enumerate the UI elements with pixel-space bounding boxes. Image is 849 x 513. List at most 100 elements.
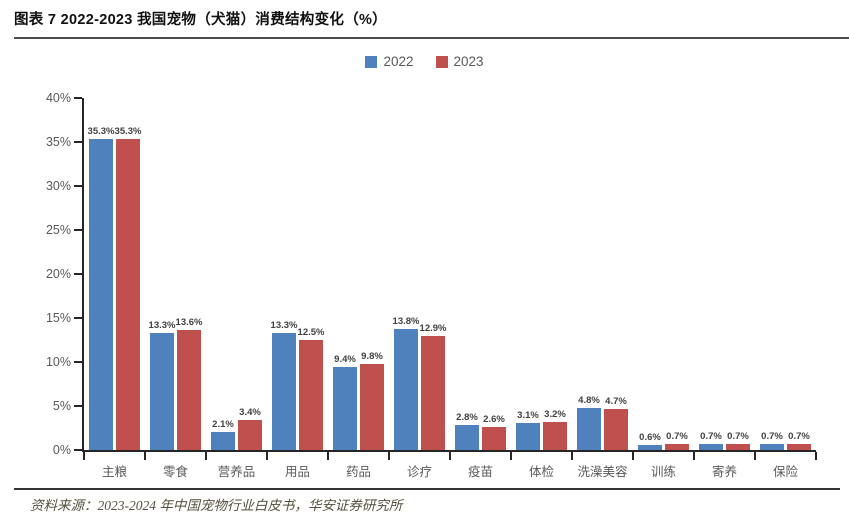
bar-group-诊疗: 13.8% 12.9%: [389, 98, 450, 450]
chart-title: 图表 7 2022-2023 我国宠物（犬猫）消费结构变化（%）: [14, 12, 387, 28]
bar-value-label: 0.7%: [761, 430, 783, 442]
x-axis-label-主粮: 主粮: [101, 465, 127, 479]
x-axis-label-疫苗: 疫苗: [467, 465, 493, 479]
y-axis-tick: [74, 141, 82, 143]
x-axis-tick: [571, 452, 573, 460]
bar-2023-诊疗: 12.9%: [420, 323, 446, 450]
bar-value-label: 0.6%: [639, 431, 661, 443]
y-axis-label: 30%: [45, 179, 71, 193]
bar-value-label: 3.1%: [517, 409, 539, 421]
y-axis-label: 25%: [45, 223, 71, 237]
bar-2023-零食: 13.6%: [176, 317, 202, 450]
bar-group-疫苗: 2.8% 2.6%: [450, 98, 511, 450]
x-axis-tick: [693, 452, 695, 460]
y-axis-label: 5%: [52, 399, 71, 413]
bar-value-label: 9.4%: [334, 354, 356, 366]
bar-value-label: 0.7%: [666, 430, 688, 442]
bar-2023-主粮: 35.3%: [115, 126, 141, 450]
legend-label: 2023: [453, 54, 484, 69]
y-axis-tick: [74, 449, 82, 451]
x-axis-tick: [205, 452, 207, 460]
x-axis-tick: [754, 452, 756, 460]
bar-value-label: 2.6%: [483, 414, 505, 426]
bar-value-label: 0.7%: [700, 430, 722, 442]
y-axis-label: 0%: [52, 443, 71, 457]
x-axis-tick: [388, 452, 390, 460]
bar-group-体检: 3.1% 3.2%: [511, 98, 572, 450]
bar-value-label: 3.2%: [544, 408, 566, 420]
x-axis-label-保险: 保险: [772, 465, 798, 479]
bar-group-保险: 0.7% 0.7%: [755, 98, 816, 450]
bar-value-label: 3.4%: [239, 407, 261, 419]
bar-2023-洗澡美容: 4.7%: [604, 396, 628, 450]
bar-value-label: 12.9%: [419, 323, 447, 335]
y-axis-label: 40%: [45, 91, 71, 105]
x-axis-label-诊疗: 诊疗: [406, 465, 432, 479]
y-axis-label: 20%: [45, 267, 71, 281]
bar-2022-洗澡美容: 4.8%: [577, 395, 601, 450]
bar-2022-体检: 3.1%: [516, 410, 540, 450]
bar-2023-疫苗: 2.6%: [482, 414, 506, 450]
bar-value-label: 9.8%: [361, 350, 383, 362]
bar-value-label: 12.5%: [297, 327, 325, 338]
y-axis-tick: [74, 273, 82, 275]
x-axis-tick: [144, 452, 146, 460]
bar-value-label: 13.6%: [175, 317, 203, 329]
bar-2022-零食: 13.3%: [149, 320, 175, 450]
bar-value-label: 4.7%: [605, 395, 627, 407]
bar-group-零食: 13.3% 13.6%: [145, 98, 206, 450]
x-axis-label-药品: 药品: [345, 465, 371, 479]
x-axis-tick: [815, 452, 817, 460]
x-axis-label-用品: 用品: [284, 465, 310, 479]
x-axis-label-洗澡美容: 洗澡美容: [577, 465, 628, 479]
x-axis-tick: [83, 452, 85, 460]
bar-2023-营养品: 3.4%: [238, 407, 262, 450]
plot-area: 0% 5% 10% 15% 20% 25% 30% 35% 40% 35.3% 35.3% 主粮 13.…: [46, 91, 817, 479]
bar-value-label: 13.3%: [270, 319, 298, 331]
x-axis-tick: [632, 452, 634, 460]
bar-2022-主粮: 35.3%: [88, 126, 114, 450]
bar-2022-寄养: 0.7%: [699, 431, 723, 450]
x-axis-tick: [266, 452, 268, 460]
bar-2022-训练: 0.6%: [638, 432, 662, 450]
title-divider: [14, 37, 849, 39]
y-axis-label: 10%: [45, 355, 71, 369]
source-note: 资料来源：2023-2024 年中国宠物行业白皮书，华安证券研究所: [30, 498, 403, 513]
x-axis-tick: [510, 452, 512, 460]
y-axis-tick: [74, 317, 82, 319]
bar-2023-寄养: 0.7%: [726, 431, 750, 450]
y-axis-tick: [74, 405, 82, 407]
x-axis-tick: [449, 452, 451, 460]
bar-value-label: 2.8%: [456, 412, 478, 424]
y-axis-tick: [74, 185, 82, 187]
bar-group-用品: 13.3% 12.5%: [267, 98, 328, 450]
y-axis-tick: [74, 229, 82, 231]
bar-2023-体检: 3.2%: [543, 409, 567, 450]
bar-2022-诊疗: 13.8%: [393, 316, 419, 450]
x-axis-label-寄养: 寄养: [711, 465, 737, 479]
bar-2023-保险: 0.7%: [787, 431, 811, 450]
bar-group-洗澡美容: 4.8% 4.7%: [572, 98, 633, 450]
bar-2022-营养品: 2.1%: [211, 419, 235, 450]
bar-group-营养品: 2.1% 3.4%: [206, 98, 267, 450]
bar-group-寄养: 0.7% 0.7%: [694, 98, 755, 450]
bar-group-主粮: 35.3% 35.3%: [84, 98, 145, 450]
bar-group-药品: 9.4% 9.8%: [328, 98, 389, 450]
bar-2022-保险: 0.7%: [760, 431, 784, 450]
bar-2023-用品: 12.5%: [298, 327, 324, 450]
legend-item-2022: 2022: [365, 54, 414, 69]
x-axis-label-零食: 零食: [162, 465, 188, 479]
bar-value-label: 13.8%: [392, 315, 420, 327]
x-axis-label-训练: 训练: [650, 465, 676, 479]
bar-2022-疫苗: 2.8%: [455, 412, 479, 450]
y-axis-tick: [74, 97, 82, 99]
x-axis-label-营养品: 营养品: [217, 465, 256, 479]
legend-item-2023: 2023: [435, 54, 484, 69]
x-axis-label-体检: 体检: [528, 465, 554, 479]
bar-group-训练: 0.6% 0.7%: [633, 98, 694, 450]
bar-2023-药品: 9.8%: [360, 351, 384, 450]
legend: 2022 2023: [0, 54, 849, 69]
bar-value-label: 2.1%: [212, 418, 234, 430]
y-axis-tick: [74, 361, 82, 363]
